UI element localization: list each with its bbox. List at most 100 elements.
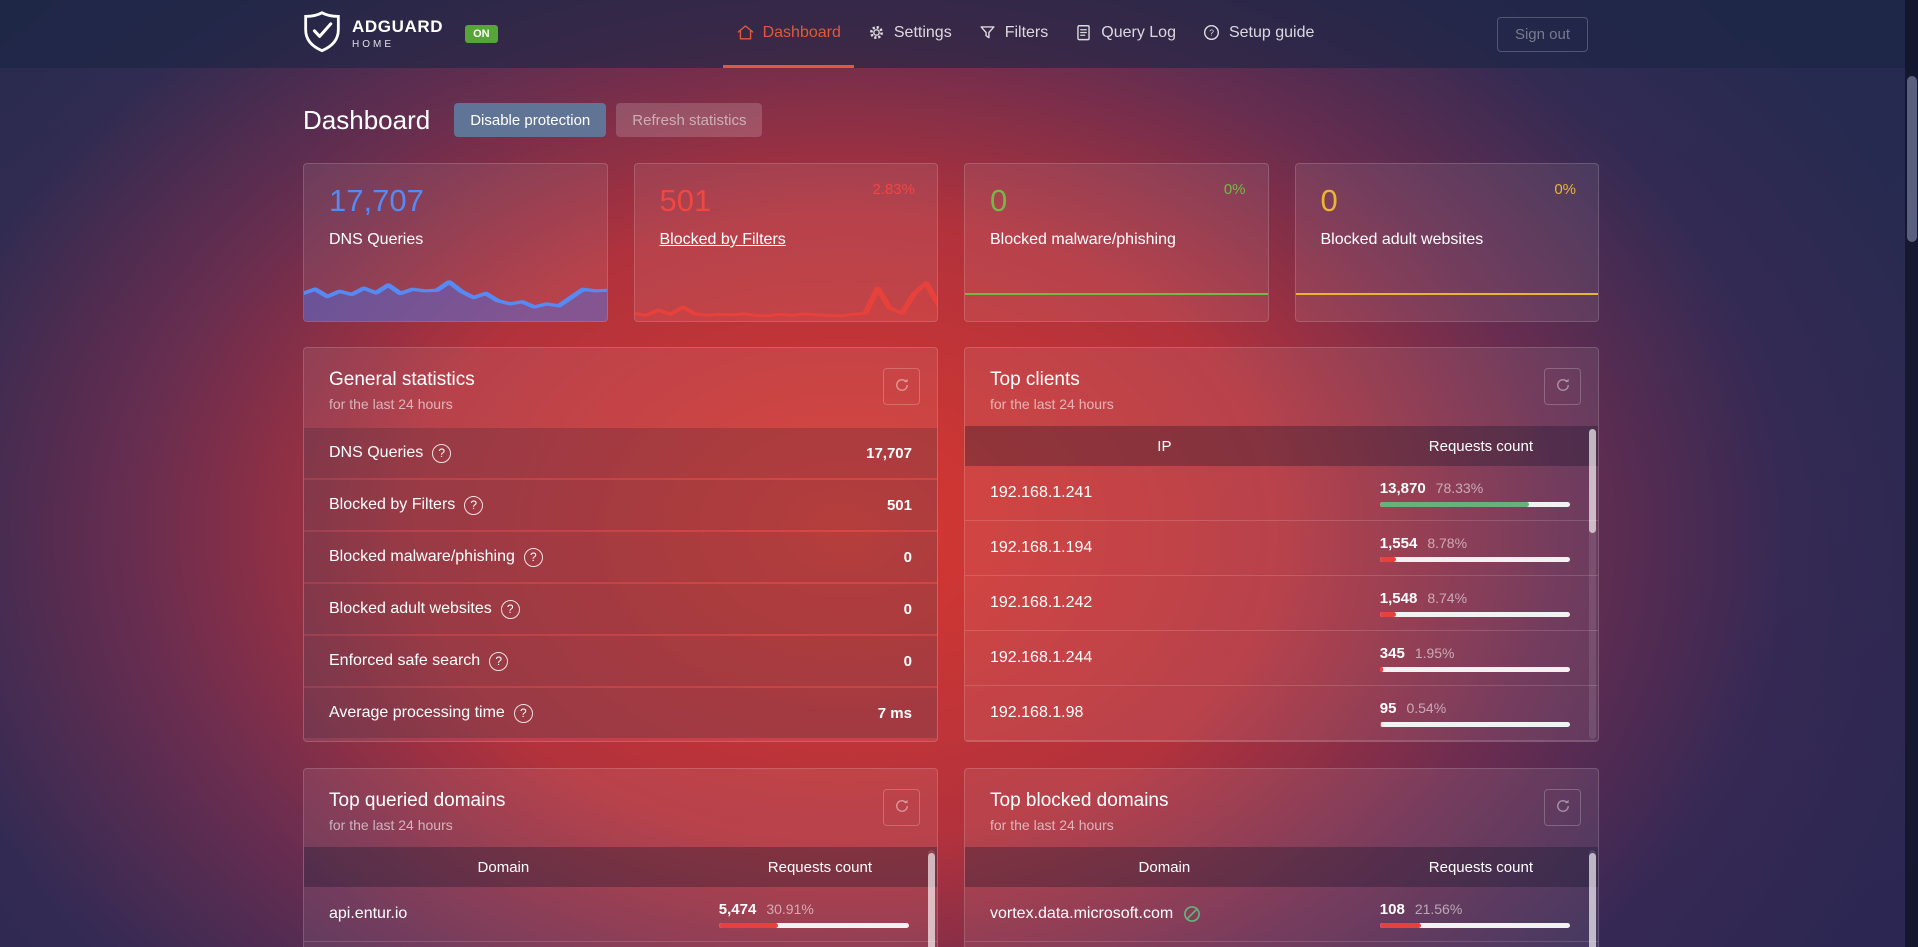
client-requests: 345 1.95% [1364,645,1598,672]
dns-queries-value: 17,707 [329,183,424,218]
unblock-icon[interactable] [1182,904,1202,924]
help-tooltip-icon[interactable]: ? [523,547,543,567]
table-header: IP Requests count [965,426,1598,466]
blocked-filters-percent: 2.83% [872,181,915,198]
panel-subtitle: for the last 24 hours [329,396,453,412]
requests-percent: 8.78% [1427,534,1468,551]
brand-name: ADGUARD [352,17,444,37]
stats-row-blocked-malware: Blocked malware/phishing ? 0 [304,532,937,582]
stat-card-blocked-filters: 2.83% 501 Blocked by Filters [633,163,938,322]
requests-count: 345 [1379,644,1405,662]
stats-row-blocked-adult: Blocked adult websites ? 0 [304,584,937,634]
disable-protection-button[interactable]: Disable protection [454,103,607,137]
requests-bar [1379,666,1570,672]
blocked-adult-label: Blocked adult websites [1320,231,1484,248]
card-refresh-button[interactable] [1544,789,1581,826]
card-refresh-button[interactable] [1544,368,1581,405]
window-scrollbar-track[interactable] [1905,0,1918,947]
nav-dashboard-label: Dashboard [762,23,841,41]
requests-percent: 0.54% [1406,699,1447,716]
domain-name[interactable]: api.entur.io [329,905,408,922]
help-tooltip-icon[interactable]: ? [500,599,520,619]
requests-percent: 1.95% [1414,644,1455,661]
stat-card-dns-queries: 17,707 DNS Queries [303,163,608,322]
blocked-filters-sparkline [634,281,938,321]
refresh-icon [1554,797,1572,818]
stats-row-dns-queries: DNS Queries ? 17,707 [304,428,937,478]
middle-panels-row: General statistics for the last 24 hours… [303,347,1599,742]
column-header-requests-count[interactable]: Requests count [1428,858,1533,876]
panel-title: General statistics [329,369,475,390]
client-ip[interactable]: 192.168.1.98 [990,704,1084,721]
brand-subtitle: HOME [352,38,394,50]
protection-on-badge: ON [465,25,498,43]
requests-percent: 8.74% [1427,589,1468,606]
client-row[interactable]: 192.168.1.244 345 1.95% [965,631,1598,686]
requests-percent: 21.56% [1414,900,1463,917]
nav-filters-label: Filters [1004,23,1049,41]
nav-item-settings[interactable]: Settings [854,0,965,68]
nav-item-filters[interactable]: Filters [965,0,1062,68]
requests-bar-fill [1379,501,1529,507]
column-header-domain[interactable]: Domain [477,858,530,876]
client-ip[interactable]: 192.168.1.241 [990,484,1093,501]
domain-row[interactable]: api.entur.io 5,474 30.91% [304,887,937,942]
stats-row-value: 501 [886,496,912,514]
client-ip[interactable]: 192.168.1.194 [990,539,1093,556]
adguard-home-logo[interactable]: ADGUARD HOME ON [303,10,498,58]
nav-item-setup-guide[interactable]: ? Setup guide [1189,0,1327,68]
column-header-ip[interactable]: IP [1157,437,1172,455]
stats-row-safe-search: Enforced safe search ? 0 [304,636,937,686]
panel-scrollbar-thumb[interactable] [1589,429,1596,533]
panel-title: Top clients [990,369,1080,390]
client-row[interactable]: 192.168.1.241 13,870 78.33% [965,466,1598,521]
page-title: Dashboard [303,104,431,135]
requests-bar-fill [1379,666,1384,672]
svg-text:?: ? [1209,28,1214,38]
card-refresh-button[interactable] [883,368,920,405]
blocked-malware-value: 0 [990,183,1008,218]
client-row[interactable]: 192.168.1.194 1,554 8.78% [965,521,1598,576]
requests-bar-fill [1379,556,1397,562]
help-tooltip-icon[interactable]: ? [513,703,533,723]
panel-title: Top blocked domains [990,790,1169,811]
stats-row-processing-time: Average processing time ? 7 ms [304,688,937,738]
sign-out-button[interactable]: Sign out [1496,16,1588,52]
help-tooltip-icon[interactable]: ? [464,495,484,515]
stats-row-label: DNS Queries [329,444,424,461]
client-ip[interactable]: 192.168.1.244 [990,649,1093,666]
nav-item-query-log[interactable]: Query Log [1061,0,1189,68]
card-refresh-button[interactable] [883,789,920,826]
column-header-domain[interactable]: Domain [1138,858,1191,876]
client-ip[interactable]: 192.168.1.242 [990,594,1093,611]
help-tooltip-icon[interactable]: ? [489,651,509,671]
table-header: Domain Requests count [965,847,1598,887]
requests-bar-fill [1379,721,1381,727]
requests-bar [1379,611,1570,617]
window-scrollbar-thumb[interactable] [1906,76,1917,242]
panel-scrollbar-thumb[interactable] [928,853,935,947]
client-row[interactable]: 192.168.1.242 1,548 8.74% [965,576,1598,631]
domain-name[interactable]: vortex.data.microsoft.com [990,905,1174,922]
help-tooltip-icon[interactable]: ? [432,443,452,463]
domain-row[interactable]: vortex.data.microsoft.com 108 21.56% [965,887,1598,942]
nav-setup-guide-label: Setup guide [1228,23,1315,41]
client-row[interactable]: 192.168.1.98 95 0.54% [965,686,1598,741]
client-requests: 1,554 8.78% [1364,535,1598,562]
panel-header: General statistics for the last 24 hours [304,348,937,412]
gear-icon [867,23,886,42]
stats-row-value: 0 [903,600,912,618]
panel-scrollbar-track[interactable] [1589,429,1596,739]
column-header-requests-count[interactable]: Requests count [1428,437,1533,455]
refresh-icon [893,376,911,397]
refresh-statistics-button[interactable]: Refresh statistics [616,103,763,137]
nav-item-dashboard[interactable]: Dashboard [722,0,854,68]
blocked-adult-flatline [1295,293,1598,295]
panel-scrollbar-thumb[interactable] [1589,853,1596,947]
panel-title: Top queried domains [329,790,506,811]
requests-bar-fill [1379,922,1421,928]
requests-count: 1,548 [1379,589,1418,607]
column-header-requests-count[interactable]: Requests count [767,858,872,876]
blocked-filters-link[interactable]: Blocked by Filters [659,231,786,248]
